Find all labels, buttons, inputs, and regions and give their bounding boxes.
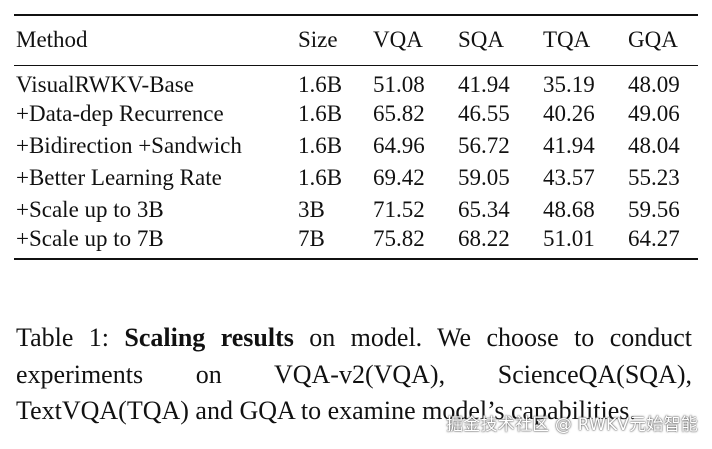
table-row: +Scale up to 7B 7B 75.82 68.22 51.01 64.… bbox=[14, 226, 698, 259]
cell-size: 7B bbox=[298, 225, 325, 251]
header-vqa: VQA bbox=[373, 27, 423, 53]
cell-gqa: 55.23 bbox=[628, 164, 680, 190]
cell-size: 3B bbox=[298, 196, 325, 222]
caption-bold-phrase: Scaling results bbox=[124, 323, 294, 352]
cell-sqa: 59.05 bbox=[458, 164, 510, 190]
cell-method: +Better Learning Rate bbox=[16, 164, 222, 190]
cell-gqa: 59.56 bbox=[628, 196, 680, 222]
table-row: +Better Learning Rate 1.6B 69.42 59.05 4… bbox=[14, 162, 698, 194]
cell-sqa: 65.34 bbox=[458, 196, 510, 222]
cell-method: VisualRWKV-Base bbox=[16, 71, 194, 97]
cell-sqa: 46.55 bbox=[458, 100, 510, 126]
cell-sqa: 41.94 bbox=[458, 71, 510, 97]
cell-gqa: 48.09 bbox=[628, 71, 680, 97]
cell-gqa: 48.04 bbox=[628, 132, 680, 158]
table-row: +Bidirection +Sandwich 1.6B 64.96 56.72 … bbox=[14, 130, 698, 162]
cell-method: +Scale up to 7B bbox=[16, 225, 164, 251]
table-header-row: Method Size VQA SQA TQA GQA bbox=[14, 15, 698, 65]
table-row: +Scale up to 3B 3B 71.52 65.34 48.68 59.… bbox=[14, 194, 698, 226]
caption-label: Table 1: bbox=[16, 323, 125, 352]
watermark: 掘金技术社区 @ RWKV元始智能 bbox=[446, 415, 698, 435]
header-method: Method bbox=[16, 27, 88, 53]
cell-tqa: 43.57 bbox=[543, 164, 595, 190]
header-size: Size bbox=[298, 27, 338, 53]
cell-gqa: 49.06 bbox=[628, 100, 680, 126]
cell-vqa: 51.08 bbox=[373, 71, 425, 97]
cell-vqa: 64.96 bbox=[373, 132, 425, 158]
cell-vqa: 69.42 bbox=[373, 164, 425, 190]
cell-size: 1.6B bbox=[298, 100, 343, 126]
cell-size: 1.6B bbox=[298, 164, 343, 190]
cell-vqa: 71.52 bbox=[373, 196, 425, 222]
caption-text: on model. We choose to conduct experimen… bbox=[16, 323, 692, 425]
cell-tqa: 40.26 bbox=[543, 100, 595, 126]
cell-size: 1.6B bbox=[298, 132, 343, 158]
cell-method: +Scale up to 3B bbox=[16, 196, 164, 222]
table-caption: Table 1: Scaling results on model. We ch… bbox=[16, 320, 692, 430]
table-row: VisualRWKV-Base 1.6B 51.08 41.94 35.19 4… bbox=[14, 65, 698, 98]
header-sqa: SQA bbox=[458, 27, 505, 53]
cell-vqa: 75.82 bbox=[373, 225, 425, 251]
cell-tqa: 48.68 bbox=[543, 196, 595, 222]
cell-gqa: 64.27 bbox=[628, 225, 680, 251]
cell-tqa: 51.01 bbox=[543, 225, 595, 251]
cell-method: +Data-dep Recurrence bbox=[16, 100, 224, 126]
cell-tqa: 41.94 bbox=[543, 132, 595, 158]
table-row: +Data-dep Recurrence 1.6B 65.82 46.55 40… bbox=[14, 98, 698, 130]
cell-sqa: 68.22 bbox=[458, 225, 510, 251]
cell-tqa: 35.19 bbox=[543, 71, 595, 97]
results-table-container: Method Size VQA SQA TQA GQA VisualRWKV-B… bbox=[14, 14, 698, 260]
cell-sqa: 56.72 bbox=[458, 132, 510, 158]
scaling-results-table: Method Size VQA SQA TQA GQA VisualRWKV-B… bbox=[14, 14, 698, 260]
cell-vqa: 65.82 bbox=[373, 100, 425, 126]
cell-size: 1.6B bbox=[298, 71, 343, 97]
header-gqa: GQA bbox=[628, 27, 678, 53]
header-tqa: TQA bbox=[543, 27, 591, 53]
cell-method: +Bidirection +Sandwich bbox=[16, 132, 242, 158]
